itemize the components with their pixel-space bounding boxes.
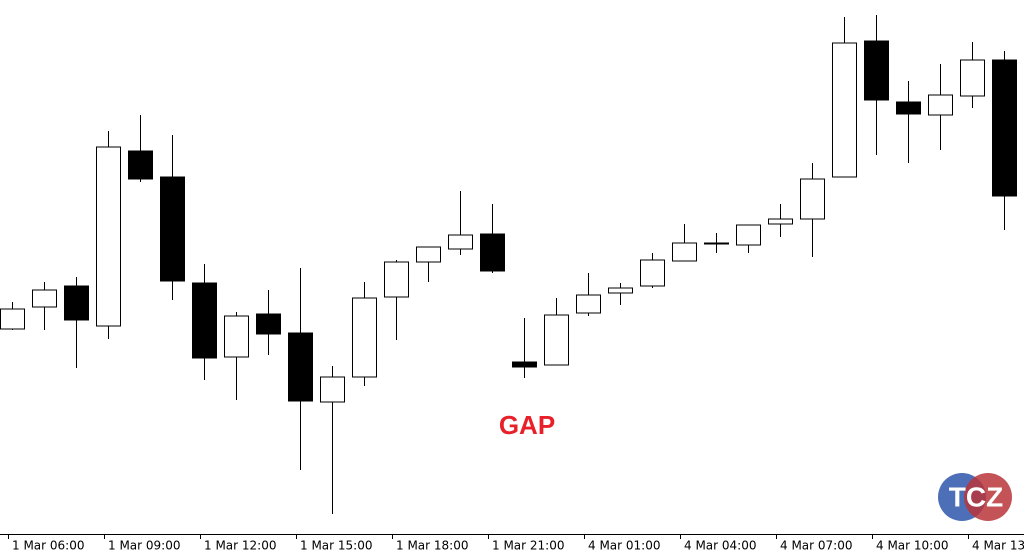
candle-body	[672, 242, 697, 262]
candle-body	[544, 314, 569, 366]
candle-body	[320, 376, 345, 403]
x-tick-label: 4 Mar 13:	[972, 539, 1024, 553]
candle-body	[736, 224, 761, 246]
candle-body	[0, 308, 25, 330]
candle-body	[128, 150, 153, 180]
candle-body	[224, 315, 249, 358]
x-tick-label: 1 Mar 18:00	[396, 539, 469, 553]
candle-body	[832, 42, 857, 178]
candle-body	[192, 282, 217, 359]
candle-body	[800, 178, 825, 220]
candle-body	[256, 313, 281, 335]
candle-body	[576, 294, 601, 314]
candle-body	[384, 261, 409, 298]
x-tick-label: 4 Mar 10:00	[876, 539, 949, 553]
candle-body	[352, 297, 377, 378]
candle-body	[704, 242, 729, 245]
candle-body	[864, 40, 889, 101]
candle-body	[896, 101, 921, 115]
candle-body	[288, 332, 313, 402]
x-tick-label: 4 Mar 04:00	[684, 539, 757, 553]
candle-body	[480, 233, 505, 272]
logo: TCZ	[938, 473, 1012, 521]
x-tick-label: 4 Mar 01:00	[588, 539, 661, 553]
candle-body	[448, 234, 473, 250]
candle-body	[160, 176, 185, 282]
candle-body	[640, 259, 665, 287]
candle-body	[64, 285, 89, 321]
x-tick-label: 1 Mar 06:00	[12, 539, 85, 553]
candle-body	[512, 361, 537, 368]
gap-annotation: GAP	[499, 410, 555, 440]
x-tick-label: 1 Mar 12:00	[204, 539, 277, 553]
x-tick-label: 1 Mar 21:00	[492, 539, 565, 553]
candle-body	[608, 287, 633, 294]
candle-body	[928, 94, 953, 116]
candle-body	[992, 59, 1017, 197]
x-tick-label: 4 Mar 07:00	[780, 539, 853, 553]
candle-body	[32, 289, 57, 308]
candle-body	[416, 246, 441, 263]
logo-text: TCZ	[949, 481, 1003, 512]
logo-circle	[964, 473, 1012, 521]
candle-body	[960, 59, 985, 97]
x-tick-label: 1 Mar 09:00	[108, 539, 181, 553]
candle-body	[96, 146, 121, 327]
x-tick-label: 1 Mar 15:00	[300, 539, 373, 553]
candle-body	[768, 218, 793, 225]
